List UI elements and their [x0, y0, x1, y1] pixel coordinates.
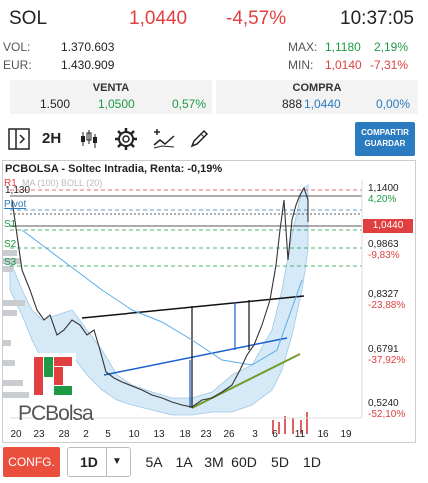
indicators-icon[interactable] [152, 128, 176, 150]
vol-value: 1.370.603 [61, 40, 115, 54]
vol-label: VOL: [3, 40, 31, 54]
axis-value: 0,6791 [368, 344, 399, 355]
venta-title: VENTA [92, 82, 130, 94]
volume-profile [3, 250, 29, 398]
eur-label: EUR: [3, 58, 32, 72]
chevron-down-icon: ▼ [112, 456, 122, 467]
config-button[interactable]: CONFG. [3, 447, 60, 477]
current-price-tag: 1,0440 [363, 219, 413, 233]
timeframe-button[interactable]: 3M [204, 454, 224, 470]
chart-title: PCBOLSA - Soltec Intradia, Renta: -0,19% [5, 163, 223, 175]
venta-price: 1,0500 [98, 97, 135, 111]
compra-pct: 0,00% [375, 97, 410, 111]
venta-pct: 0,57% [171, 97, 206, 111]
max-pct: 2,19% [373, 40, 408, 54]
axis-pct: -52,10% [368, 409, 406, 420]
compra-box[interactable]: COMPRA 888 1,0440 0,00% [216, 80, 418, 114]
axis-value: 0,9863 [368, 239, 399, 250]
axis-pct: -23,88% [368, 300, 406, 311]
eur-value: 1.430.909 [61, 58, 115, 72]
date-tick: 6 [272, 429, 278, 440]
s2-label: S2 [4, 239, 17, 250]
price-change: -4,57% [226, 8, 287, 29]
max-label: MAX: [288, 40, 318, 54]
axis-value: 1,1400 [368, 183, 399, 194]
high-label: 1,130 [5, 185, 31, 196]
max-price: 1,1180 [325, 40, 361, 54]
quote-time: 10:37:05 [340, 8, 414, 29]
chart-toolbar: 2H [0, 121, 428, 157]
date-tick: 23 [200, 429, 212, 440]
ticker-symbol: SOL [9, 8, 48, 29]
period-select[interactable]: 1D ▼ [67, 447, 131, 477]
draw-pencil-icon[interactable] [188, 128, 210, 150]
axis-pct: 4,20% [368, 194, 397, 205]
pivot-label[interactable]: Pivot [4, 199, 27, 210]
candles-icon[interactable] [78, 128, 100, 150]
share-save-button[interactable]: COMPARTIR GUARDAR [355, 122, 415, 156]
chart-canvas[interactable] [2, 160, 416, 443]
axis-pct: -37,92% [368, 355, 406, 366]
r1-label: R1 [4, 178, 17, 189]
pcbolsa-logo-icon [32, 353, 76, 399]
timeframe-button[interactable]: 5D [271, 454, 289, 470]
compra-title: COMPRA [292, 82, 342, 94]
compra-qty: 888 [282, 97, 303, 111]
interval-button[interactable]: 2H [42, 130, 62, 147]
date-tick: 20 [10, 429, 22, 440]
timeframe-button[interactable]: 5A [145, 454, 163, 470]
date-tick: 28 [58, 429, 70, 440]
axis-value: 0,8327 [368, 289, 399, 300]
date-tick: 19 [340, 429, 352, 440]
date-tick: 16 [317, 429, 329, 440]
min-price: 1,0140 [325, 58, 362, 72]
venta-box[interactable]: VENTA 1.500 1,0500 0,57% [10, 80, 212, 114]
period-select-value: 1D [80, 454, 98, 470]
date-tick: 5 [105, 429, 111, 440]
date-tick: 11 [294, 429, 306, 440]
pcbolsa-logo-text: PCBolsa [18, 402, 94, 425]
select-divider [106, 448, 107, 476]
date-tick: 2 [83, 429, 89, 440]
date-tick: 13 [153, 429, 165, 440]
date-tick: 18 [179, 429, 191, 440]
panel-toggle-icon[interactable] [8, 128, 30, 150]
gear-icon[interactable] [114, 127, 138, 151]
date-tick: 26 [223, 429, 235, 440]
axis-pct: -9,83% [368, 250, 400, 261]
date-tick: 10 [128, 429, 140, 440]
share-save-label: COMPARTIR GUARDAR [361, 128, 409, 148]
quote-header: SOL 1,0440 -4,57% 10:37:05 [0, 0, 428, 36]
s1-label: S1 [4, 219, 17, 230]
venta-qty: 1.500 [40, 97, 71, 111]
date-tick: 23 [33, 429, 45, 440]
date-tick: 3 [252, 429, 258, 440]
timeframe-button[interactable]: 1D [303, 454, 321, 470]
chart-legend: MA (100) BOLL (20) [22, 178, 103, 188]
timeframe-button[interactable]: 1A [175, 454, 193, 470]
volume-bars [272, 412, 308, 434]
s3-label: S3 [4, 257, 17, 268]
last-price: 1,0440 [129, 8, 188, 29]
timeframe-button[interactable]: 60D [231, 454, 257, 470]
min-label: MIN: [288, 58, 314, 72]
compra-price: 1,0440 [304, 97, 341, 111]
price-chart[interactable] [2, 160, 416, 443]
axis-value: 0,5240 [368, 398, 399, 409]
min-pct: -7,31% [369, 58, 408, 72]
